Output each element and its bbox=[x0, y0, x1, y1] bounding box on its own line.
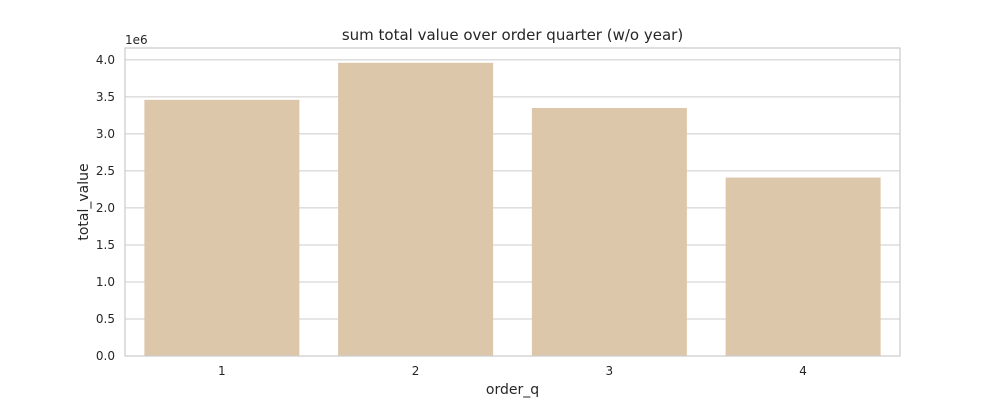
x-tick-label: 2 bbox=[412, 364, 420, 378]
bar-q1 bbox=[144, 99, 300, 357]
y-tick-label: 2.5 bbox=[96, 164, 115, 178]
y-offset-label: 1e6 bbox=[125, 33, 148, 47]
plot-frame bbox=[124, 47, 901, 357]
y-tick-label: 3.5 bbox=[96, 90, 115, 104]
y-axis-label: total_value bbox=[76, 163, 92, 240]
x-axis-label: order_q bbox=[486, 382, 539, 398]
bar-q3 bbox=[531, 107, 687, 356]
x-tick-label: 3 bbox=[606, 364, 614, 378]
bars bbox=[144, 62, 881, 357]
y-tick-label: 4.0 bbox=[96, 53, 115, 67]
x-tick-label: 1 bbox=[218, 364, 226, 378]
bar-q4 bbox=[725, 177, 881, 356]
chart-title: sum total value over order quarter (w/o … bbox=[342, 26, 683, 44]
y-tick-label: 1.0 bbox=[96, 275, 115, 289]
y-tick-label: 0.0 bbox=[96, 349, 115, 363]
x-tick-label: 4 bbox=[799, 364, 807, 378]
y-tick-label: 0.5 bbox=[96, 312, 115, 326]
x-tick-labels: 1 2 3 4 bbox=[218, 364, 807, 378]
y-tick-label: 1.5 bbox=[96, 238, 115, 252]
y-tick-labels: 0.0 0.5 1.0 1.5 2.0 2.5 3.0 3.5 4.0 bbox=[96, 53, 115, 363]
y-tick-label: 3.0 bbox=[96, 127, 115, 141]
bar-q2 bbox=[338, 62, 494, 357]
y-tick-label: 2.0 bbox=[96, 201, 115, 215]
